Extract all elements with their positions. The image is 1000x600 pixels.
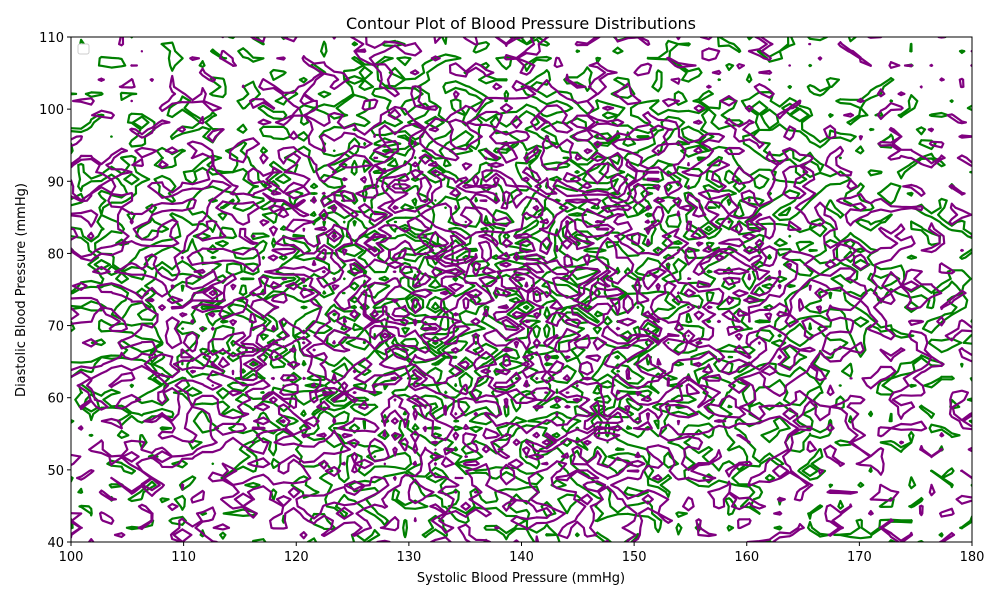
legend-box <box>77 43 90 55</box>
y-tick-label: 60 <box>47 392 64 407</box>
y-tick-label: 70 <box>47 320 64 335</box>
contour-series <box>71 37 972 542</box>
y-tick-label: 40 <box>47 536 64 551</box>
y-tick-label: 50 <box>47 464 64 479</box>
contour-line <box>170 133 822 494</box>
x-tick-label: 110 <box>171 550 196 565</box>
x-axis-label: Systolic Blood Pressure (mmHg) <box>417 571 625 586</box>
y-tick-label: 100 <box>39 103 64 118</box>
x-tick-label: 150 <box>622 550 647 565</box>
y-axis: 40 50 60 70 80 90 100 110 <box>39 31 71 551</box>
contour-layer <box>71 37 972 542</box>
x-tick-label: 100 <box>59 550 84 565</box>
chart-title: Contour Plot of Blood Pressure Distribut… <box>346 14 696 33</box>
y-axis-label: Diastolic Blood Pressure (mmHg) <box>14 183 29 397</box>
x-tick-label: 130 <box>396 550 421 565</box>
x-tick-label: 160 <box>734 550 759 565</box>
contour-line <box>321 205 700 416</box>
y-tick-label: 80 <box>47 247 64 262</box>
y-tick-label: 90 <box>47 175 64 190</box>
y-tick-label: 110 <box>39 31 64 46</box>
x-tick-label: 120 <box>284 550 309 565</box>
x-axis: 100 110 120 130 140 150 160 170 180 <box>59 542 985 565</box>
x-tick-label: 170 <box>847 550 872 565</box>
x-tick-label: 180 <box>960 550 985 565</box>
x-tick-label: 140 <box>509 550 534 565</box>
